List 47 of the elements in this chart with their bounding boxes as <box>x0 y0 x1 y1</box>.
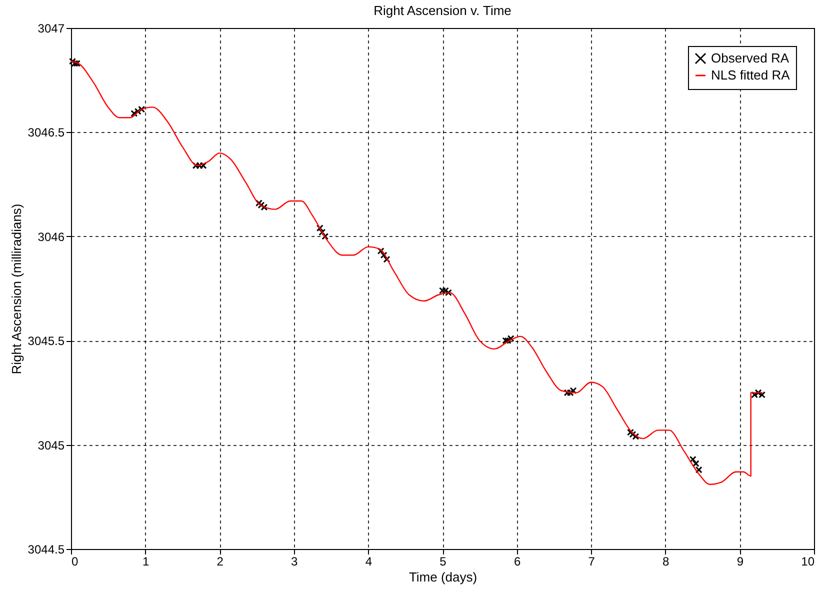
x-tick-label: 9 <box>736 554 744 568</box>
point <box>73 60 80 67</box>
legend-label: Observed RA <box>711 50 790 66</box>
x-tick-label: 3 <box>291 554 298 568</box>
point <box>383 256 390 263</box>
point <box>504 337 512 344</box>
x-axis-title: Time (days) <box>408 570 478 584</box>
y-tick-label: 3046 <box>38 230 65 244</box>
x-tick-label: 6 <box>514 554 521 568</box>
point <box>695 466 702 474</box>
point <box>442 287 449 294</box>
point <box>380 252 388 259</box>
point <box>626 428 634 436</box>
point <box>316 224 324 232</box>
y-tick-label: 3047 <box>38 22 65 36</box>
point <box>318 228 326 236</box>
point <box>754 389 762 396</box>
x-tick-label: 0 <box>72 554 78 568</box>
point <box>258 202 265 209</box>
x-tick-label: 7 <box>588 554 596 568</box>
point <box>566 389 574 396</box>
point <box>629 430 636 438</box>
point <box>689 456 696 463</box>
x-tick-label: 2 <box>216 554 224 568</box>
point <box>377 248 384 254</box>
y-axis-title: Right Ascension (milliradians) <box>8 204 24 374</box>
x-tick-label: 5 <box>440 554 447 568</box>
point <box>71 60 78 67</box>
point <box>632 432 640 440</box>
legend-label: NLS fitted RA <box>711 68 790 82</box>
y-tick-label: 3045 <box>38 438 65 452</box>
x-tick-label: 8 <box>662 554 670 568</box>
point <box>260 204 268 211</box>
point <box>196 162 204 170</box>
point <box>138 106 146 113</box>
point <box>322 232 329 240</box>
y-tick-label: 3046.5 <box>28 126 65 140</box>
point <box>134 108 142 115</box>
chart-title: Right Ascension v. Time <box>374 3 512 18</box>
point <box>130 110 138 117</box>
x-tick-label: 1 <box>142 554 150 568</box>
y-tick-label: 3044.5 <box>28 542 65 556</box>
y-tick-label: 3045.5 <box>28 334 65 348</box>
x-tick-label: 10 <box>801 554 815 568</box>
point <box>692 460 700 468</box>
point <box>255 200 262 207</box>
x-tick-label: 4 <box>365 554 372 568</box>
